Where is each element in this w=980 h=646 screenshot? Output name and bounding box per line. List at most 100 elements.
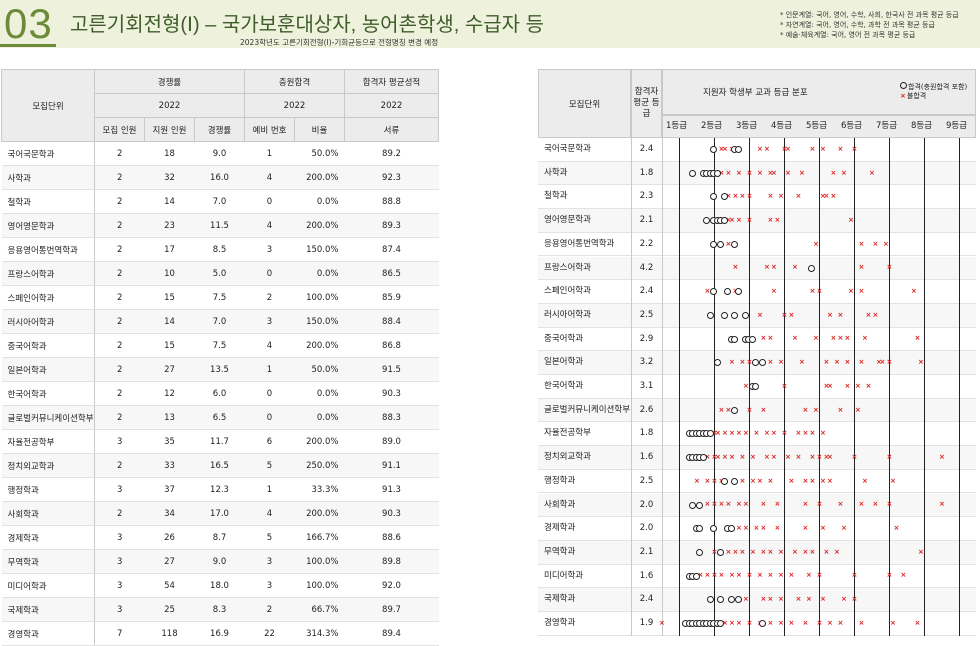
fail-marker: × xyxy=(715,452,721,461)
unit-cell: 중국어학과 xyxy=(544,333,584,344)
table-row: 한국어학과 2 12 6.0 0 0.0% 90.3 xyxy=(1,381,439,406)
fail-marker: × xyxy=(778,571,784,580)
fail-marker: × xyxy=(771,263,777,272)
table-row: 국제학과 3 25 8.3 2 66.7% 89.7 xyxy=(1,597,439,622)
fail-marker: × xyxy=(820,144,826,153)
docs-cell: 91.1 xyxy=(344,453,439,478)
fail-marker: × xyxy=(809,429,816,438)
fail-marker: × xyxy=(813,239,819,248)
ratio-cell: 6.5 xyxy=(194,405,245,430)
fail-marker: × xyxy=(813,334,819,343)
quota-cell: 2 xyxy=(94,189,145,214)
fail-marker: × xyxy=(771,287,777,296)
quota-cell: 2 xyxy=(94,165,145,190)
ratio-cell: 6.0 xyxy=(194,381,245,406)
fail-marker: × xyxy=(834,358,840,367)
docs-cell: 90.3 xyxy=(344,501,439,526)
unit-cell: 응용영어통번역학과 xyxy=(544,238,615,249)
unit-cell: 행정학과 xyxy=(544,475,576,486)
ratio-cell: 8.7 xyxy=(194,525,245,550)
pass-marker xyxy=(759,620,767,628)
ratio-cell: 7.5 xyxy=(194,333,245,358)
fail-marker: × xyxy=(743,524,749,533)
fail-marker: × xyxy=(781,144,788,153)
pass-marker xyxy=(710,193,718,201)
ratio-cell: 7.0 xyxy=(194,309,245,334)
unit-cell: 스페인어학과 xyxy=(544,286,591,297)
pass-marker xyxy=(731,335,739,343)
grade-gridline xyxy=(679,138,680,636)
docs-cell: 89.0 xyxy=(344,429,439,454)
grade-notes: * 인문계열: 국어, 영어, 수학, 사회, 한국사 전 과목 평균 등급 *… xyxy=(780,10,959,40)
fail-marker: × xyxy=(914,334,921,343)
ratio-cell: 16.5 xyxy=(194,453,245,478)
cross-icon: × xyxy=(900,92,906,100)
fail-marker: × xyxy=(778,618,784,627)
applicants-cell: 27 xyxy=(144,357,195,382)
fail-marker: × xyxy=(711,547,718,556)
avg-grade-cell: 3.1 xyxy=(639,381,654,391)
table-row: 행정학과 2.5 xyxy=(538,470,976,494)
fail-marker: × xyxy=(841,595,847,604)
applicants-cell: 25 xyxy=(144,597,195,622)
avg-grade-cell: 1.8 xyxy=(639,428,654,439)
quota-cell: 3 xyxy=(94,549,145,574)
fail-marker: × xyxy=(659,618,665,627)
fail-marker: × xyxy=(795,192,802,201)
grade-label: 5등급 xyxy=(806,121,828,131)
applicants-cell: 12 xyxy=(144,381,195,406)
fail-marker: × xyxy=(704,287,711,296)
pass-marker xyxy=(699,454,707,462)
unit-cell: 경제학과 xyxy=(544,523,576,534)
unit-cell: 무역학과 xyxy=(1,549,95,574)
waitlist-cell: 3 xyxy=(244,237,295,262)
fail-marker: × xyxy=(806,571,812,580)
fail-marker: × xyxy=(746,405,753,414)
fail-marker: × xyxy=(736,215,742,224)
fail-marker: × xyxy=(872,500,879,509)
unit-cell: 행정학과 xyxy=(1,477,95,502)
table-row: 행정학과 3 37 12.3 1 33.3% 91.3 xyxy=(1,477,439,502)
fail-marker: × xyxy=(823,381,830,390)
avg-grade-cell: 3.2 xyxy=(639,357,654,368)
header-added: 충원합격 xyxy=(244,69,345,94)
legend-fail-label: 불합격 xyxy=(906,92,927,100)
rate-cell: 0.0% xyxy=(294,405,345,430)
pass-marker xyxy=(689,501,697,509)
fail-marker: × xyxy=(750,476,756,485)
fail-marker: × xyxy=(774,500,781,509)
waitlist-cell: 4 xyxy=(244,333,295,358)
table-row: 무역학과 2.1 xyxy=(538,540,976,565)
waitlist-cell: 0 xyxy=(244,405,295,430)
pass-marker xyxy=(706,311,714,319)
fail-marker: × xyxy=(711,476,718,485)
fail-marker: × xyxy=(802,429,809,438)
fail-marker: × xyxy=(879,358,886,367)
table-row: 일본어학과 2 27 13.5 1 50.0% 91.5 xyxy=(1,357,439,382)
unit-cell: 사회학과 xyxy=(544,499,576,510)
rate-cell: 200.0% xyxy=(294,429,345,454)
fail-marker: × xyxy=(753,524,760,533)
fail-marker: × xyxy=(722,618,728,627)
table-row: 사학과 1.8 xyxy=(538,161,976,186)
rate-cell: 314.3% xyxy=(294,621,345,646)
fail-marker: × xyxy=(767,476,774,485)
unit-cell: 일본어학과 xyxy=(1,357,95,382)
grade-label: 9등급 xyxy=(946,121,968,131)
unit-cell: 사학과 xyxy=(1,165,95,190)
fail-marker: × xyxy=(694,476,700,485)
quota-cell: 2 xyxy=(94,453,145,478)
fail-marker: × xyxy=(746,358,753,367)
table-row: 무역학과 3 27 9.0 3 100.0% 89.8 xyxy=(1,549,439,574)
fail-marker: × xyxy=(820,429,826,438)
fail-marker: × xyxy=(809,547,816,556)
fail-marker: × xyxy=(858,239,865,248)
avg-grade-cell: 2.5 xyxy=(639,309,654,320)
pass-marker xyxy=(727,596,735,604)
unit-cell: 응용영어통번역학과 xyxy=(1,237,95,262)
waitlist-cell: 1 xyxy=(244,141,295,166)
table-row: 국어국문학과 2.4 xyxy=(538,138,976,162)
fail-marker: × xyxy=(725,192,732,201)
table-row: 영어영문학과 2 23 11.5 4 200.0% 89.3 xyxy=(1,213,439,238)
fail-marker: × xyxy=(816,571,823,580)
